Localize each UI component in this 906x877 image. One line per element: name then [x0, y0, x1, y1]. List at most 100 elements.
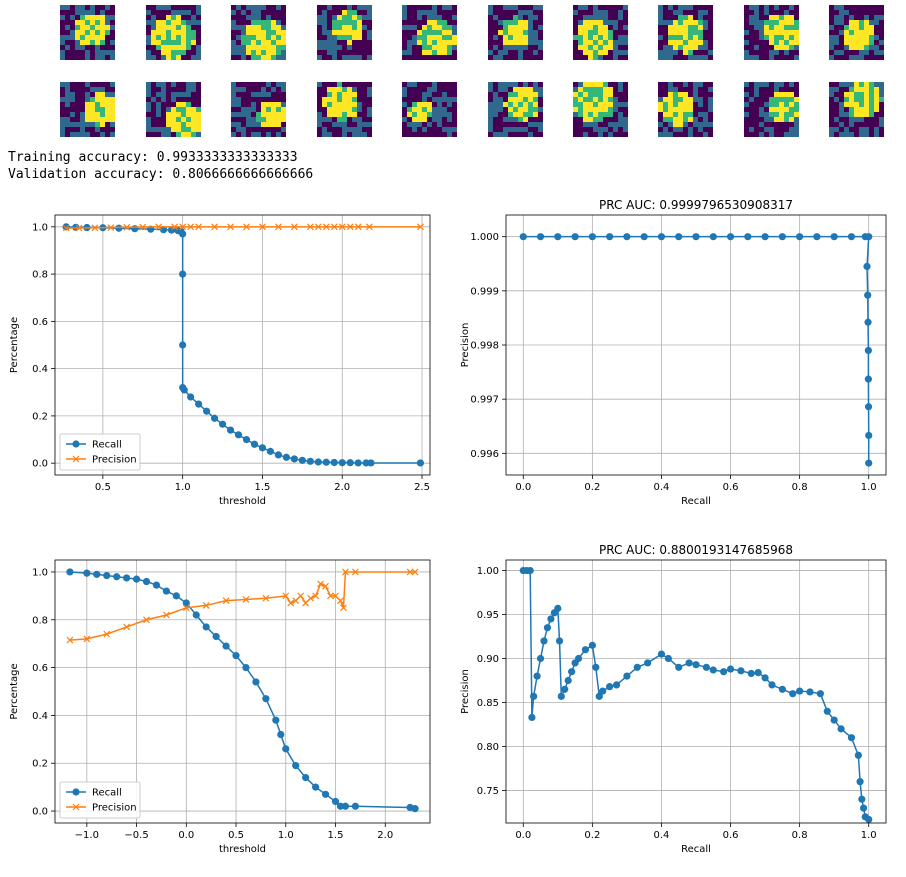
- data-point-recall: [212, 632, 220, 641]
- data-point-precision: [306, 223, 314, 231]
- x-tick-label: 0.0: [515, 830, 531, 841]
- x-tick-label: 0.6: [723, 482, 739, 493]
- data-point-prc: [623, 233, 631, 241]
- sample-image-grid: [0, 0, 906, 145]
- data-point-precision: [75, 224, 83, 232]
- y-tick-label: 0.90: [477, 654, 499, 665]
- sample-image-pixels: [60, 82, 115, 137]
- data-point-recall: [113, 573, 121, 581]
- x-tick-label: 0.6: [723, 830, 739, 841]
- data-point-recall: [187, 393, 195, 401]
- data-point-recall: [258, 444, 267, 452]
- data-point-precision: [327, 592, 334, 600]
- x-tick-label: 1.0: [175, 482, 191, 493]
- data-point-recall: [172, 592, 180, 600]
- sample-image-pixels: [231, 82, 286, 137]
- y-axis-label: Precision: [460, 323, 471, 368]
- data-point-recall: [250, 440, 259, 448]
- chart-title: PRC AUC: 0.9999796530908317: [599, 198, 793, 212]
- data-point-prc: [588, 233, 596, 241]
- data-point-precision: [417, 223, 424, 231]
- data-point-recall: [314, 458, 322, 466]
- data-point-recall: [331, 797, 340, 806]
- data-point-prc: [856, 778, 864, 786]
- data-point-prc: [657, 650, 666, 658]
- data-point-prc: [864, 403, 873, 411]
- sample-image-pixels: [829, 5, 884, 60]
- data-point-precision: [322, 223, 330, 231]
- data-point-prc: [536, 233, 545, 241]
- data-point-prc: [612, 681, 621, 689]
- data-point-prc: [747, 669, 755, 678]
- data-point-prc: [754, 668, 762, 677]
- data-point-recall: [66, 568, 74, 576]
- data-point-recall: [179, 341, 187, 349]
- sample-image-pixels: [317, 82, 372, 137]
- data-point-precision: [83, 635, 91, 643]
- data-point-recall: [62, 223, 70, 231]
- x-tick-label: 0.4: [654, 830, 670, 841]
- data-point-prc: [778, 685, 786, 693]
- data-point-precision: [337, 597, 344, 605]
- data-point-precision: [91, 224, 99, 232]
- data-point-precision: [314, 223, 322, 231]
- legend: Recall Precision: [59, 781, 141, 819]
- data-point-prc: [709, 233, 717, 241]
- data-point-prc: [595, 692, 603, 700]
- data-point-precision: [143, 616, 150, 624]
- data-point-prc: [813, 233, 821, 241]
- y-tick-label: 0.999: [470, 286, 499, 297]
- data-point-prc: [796, 233, 804, 241]
- data-point-precision: [123, 623, 131, 631]
- data-point-prc: [823, 707, 831, 715]
- data-point-precision: [330, 223, 338, 231]
- data-point-prc: [830, 233, 838, 241]
- chart-val-threshold: −1.0 −0.5 0.0 0.5 1.0 1.5 2.0 0.0 0.2 0.4 0.6 0.8 1.…: [0, 540, 440, 873]
- x-tick-label: 0.8: [792, 482, 808, 493]
- data-point-prc: [540, 637, 548, 645]
- data-point-prc: [564, 676, 572, 685]
- data-point-prc: [702, 663, 710, 671]
- data-point-precision: [195, 223, 203, 231]
- y-tick-label: 0.997: [470, 395, 499, 406]
- y-tick-label: 1.0: [32, 567, 48, 578]
- data-point-recall: [93, 570, 101, 578]
- legend-marker-precision: [72, 455, 80, 463]
- data-point-precision: [287, 599, 295, 607]
- chart-svg: 0.0 0.2 0.4 0.6 0.8 1.0 0.75 0.80 0.85 0.90 0.95 1.…: [460, 543, 887, 855]
- data-point-recall: [226, 426, 235, 434]
- data-point-recall: [277, 730, 285, 739]
- data-point-prc: [865, 431, 873, 440]
- sample-image-pixels: [488, 5, 543, 60]
- data-point-prc: [847, 734, 856, 742]
- data-point-recall: [83, 569, 91, 577]
- data-point-prc: [692, 661, 700, 669]
- y-tick-label: 0.6: [32, 663, 48, 674]
- data-point-recall: [182, 599, 190, 607]
- sample-image-pixels: [658, 82, 713, 137]
- y-tick-label: 0.75: [477, 786, 499, 797]
- sample-image: [829, 5, 884, 60]
- data-point-prc: [789, 690, 797, 698]
- data-point-prc: [561, 685, 569, 693]
- legend-label-recall: Recall: [92, 440, 122, 451]
- sample-image: [744, 82, 799, 137]
- data-point-prc: [581, 646, 590, 654]
- data-point-precision: [342, 568, 349, 576]
- chart-svg: 0.0 0.2 0.4 0.6 0.8 1.0 0.996 0.997 0.998 0.999 1.…: [460, 198, 887, 507]
- data-point-recall: [242, 435, 251, 444]
- sample-image-pixels: [60, 5, 115, 60]
- y-tick-label: 1.000: [470, 232, 499, 243]
- x-tick-label: 1.5: [328, 830, 344, 841]
- x-tick-label: 0.4: [654, 482, 670, 493]
- data-point-prc: [830, 716, 838, 724]
- sample-image-pixels: [146, 5, 201, 60]
- x-axis-label: Recall: [681, 844, 711, 855]
- data-point-precision: [62, 224, 70, 232]
- x-tick-label: 0.5: [95, 482, 111, 493]
- data-point-recall: [306, 457, 314, 465]
- data-point-precision: [123, 223, 131, 231]
- data-point-recall: [338, 459, 346, 467]
- data-point-recall: [292, 762, 300, 770]
- data-point-prc: [685, 659, 693, 667]
